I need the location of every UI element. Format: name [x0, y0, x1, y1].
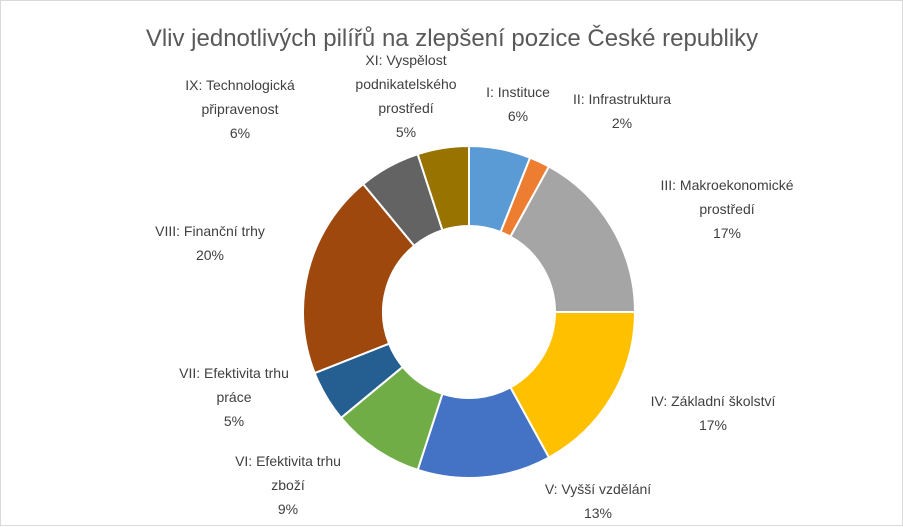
slice-label-line: V: Vyšší vzdělání: [545, 481, 651, 497]
slice-label-10: XI: Vyspělost podnikatelského prostředí 5%: [355, 52, 456, 140]
slice-label-line: práce: [216, 389, 251, 405]
slice-label-line: VIII: Finanční trhy: [155, 223, 265, 239]
slice-label-line: II: Infrastruktura: [573, 91, 671, 107]
doughnut-slice-8: [302, 182, 416, 375]
slice-label-1: I: Instituce 6%: [486, 84, 550, 124]
slice-label-line: zboží: [271, 477, 305, 493]
slice-label-4: IV: Základní školství 17%: [651, 393, 776, 433]
doughnut-slice-10: [416, 144, 470, 232]
slice-label-line: VI: Efektivita trhu: [235, 453, 341, 469]
slice-label-8: VIII: Finanční trhy 20%: [155, 223, 265, 263]
slice-label-6: VI: Efektivita trhu zboží 9%: [235, 453, 341, 517]
doughnut-slices: [302, 144, 637, 479]
slice-label-line: III: Makroekonomické: [660, 177, 793, 193]
slice-label-line: prostředí: [378, 100, 433, 116]
slice-label-line: XI: Vyspělost: [365, 52, 446, 68]
slice-value-text: 17%: [713, 225, 741, 241]
slice-labels: I: Instituce 6% II: Infrastruktura 2% III: M…: [155, 52, 794, 521]
slice-label-line: připravenost: [201, 101, 278, 117]
slice-value-text: 6%: [508, 108, 528, 124]
slice-label-line: IV: Základní školství: [651, 393, 776, 409]
slice-label-9: IX: Technologická připravenost 6%: [185, 77, 295, 141]
slice-value-text: 2%: [612, 115, 632, 131]
slice-value-text: 13%: [584, 505, 612, 521]
slice-value-text: 20%: [196, 247, 224, 263]
slice-label-line: IX: Technologická: [185, 77, 295, 93]
slice-label-7: VII: Efektivita trhu práce 5%: [179, 365, 289, 429]
doughnut-slice-3: [509, 165, 637, 313]
slice-value-text: 9%: [278, 501, 298, 517]
doughnut-slice-4: [509, 311, 637, 459]
slice-label-line: I: Instituce: [486, 84, 550, 100]
slice-value-text: 5%: [224, 413, 244, 429]
slice-value-text: 5%: [396, 124, 416, 140]
slice-value-text: 6%: [230, 125, 250, 141]
slice-value-text: 17%: [699, 417, 727, 433]
slice-label-5: V: Vyšší vzdělání 13%: [545, 481, 651, 521]
slice-label-2: II: Infrastruktura 2%: [573, 91, 671, 131]
slice-label-3: III: Makroekonomické prostředí 17%: [660, 177, 793, 241]
slice-label-line: podnikatelského: [355, 76, 456, 92]
slice-label-line: prostředí: [699, 201, 754, 217]
slice-label-line: VII: Efektivita trhu: [179, 365, 289, 381]
chart-title: Vliv jednotlivých pilířů na zlepšení poz…: [146, 24, 758, 52]
